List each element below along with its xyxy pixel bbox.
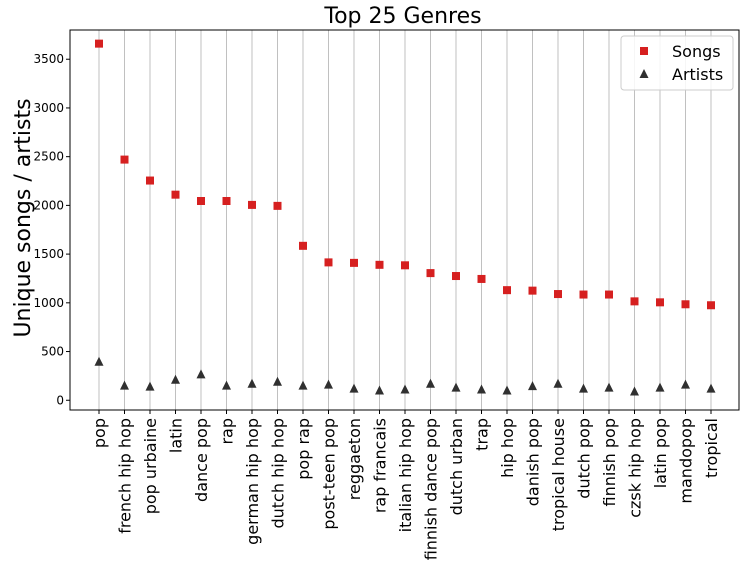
songs-point: [171, 190, 180, 199]
songs-point: [707, 301, 715, 310]
songs-point: [452, 272, 460, 281]
artists-point: [171, 374, 180, 384]
x-tick-label: post-teen pop: [320, 418, 339, 530]
artists-point: [655, 382, 665, 392]
y-tick-label: 2000: [33, 198, 64, 212]
x-tick-label: czsk hip hop: [626, 418, 645, 518]
songs-point: [656, 298, 664, 307]
legend-label: Songs: [672, 42, 721, 61]
artists-point: [451, 382, 461, 392]
x-tick-label: danish pop: [524, 418, 543, 506]
x-tick-label: dance pop: [192, 418, 211, 502]
artists-point: [196, 369, 206, 379]
x-tick-label: trap: [473, 418, 492, 451]
artists-point: [94, 356, 104, 366]
songs-point: [273, 201, 282, 210]
artists-point: [324, 379, 333, 389]
x-tick-label: tropical house: [549, 418, 568, 531]
artists-point: [681, 379, 690, 389]
artists-point: [349, 383, 359, 393]
songs-point: [579, 290, 588, 299]
artists-point: [553, 378, 563, 388]
songs-point: [681, 300, 690, 309]
songs-point: [350, 258, 358, 267]
artists-point: [298, 380, 308, 390]
x-tick-label: german hip hop: [243, 418, 262, 545]
x-tick-label: latin pop: [651, 418, 670, 488]
artists-point: [375, 385, 384, 395]
x-tick-label: dutch urban: [447, 418, 466, 515]
chart-title: Top 25 Genres: [323, 4, 481, 29]
artists-point: [604, 382, 614, 392]
x-tick-label: pop rap: [294, 418, 313, 480]
songs-point: [95, 39, 103, 48]
legend-songs-marker: [640, 47, 648, 55]
songs-point: [605, 290, 613, 299]
x-tick-label: reggaeton: [345, 418, 364, 500]
songs-point: [477, 274, 486, 283]
x-tick-label: finnish pop: [600, 418, 619, 506]
songs-point: [554, 290, 562, 299]
artists-point: [120, 380, 129, 390]
y-axis-label: Unique songs / artists: [11, 98, 36, 337]
y-tick-label: 2500: [33, 150, 64, 164]
artists-point: [273, 376, 282, 386]
y-tick-label: 0: [56, 393, 64, 407]
artists-point: [630, 386, 639, 396]
songs-point: [222, 197, 231, 205]
y-tick-label: 3500: [33, 52, 64, 66]
y-tick-label: 500: [41, 345, 64, 359]
songs-point: [120, 155, 129, 164]
x-tick-label: tropical: [702, 418, 721, 478]
artists-point: [400, 384, 410, 394]
artists-point: [502, 385, 512, 395]
artists-point: [477, 384, 486, 394]
artists-point: [706, 383, 716, 393]
songs-point: [299, 241, 307, 250]
artists-point: [426, 378, 435, 388]
artists-point: [222, 380, 231, 390]
legend-label: Artists: [672, 65, 723, 84]
plot-area: 0 500 1000 1500 2000 2500 3000 3500 pop french hi…: [33, 29, 740, 560]
x-tick-label: dutch pop: [575, 418, 594, 499]
x-tick-label: rap: [218, 418, 237, 445]
legend-artists-marker: [639, 69, 649, 78]
songs-point: [324, 258, 333, 267]
songs-point: [503, 286, 511, 295]
x-tick-label: french hip hop: [116, 418, 135, 534]
x-tick-label: dutch hip hop: [269, 418, 288, 529]
legend: Songs Artists: [620, 35, 734, 91]
songs-point: [426, 269, 435, 278]
legend-box: [620, 35, 734, 91]
x-tick-label: latin: [167, 418, 186, 453]
x-tick-label: pop: [90, 418, 109, 448]
songs-point: [248, 200, 256, 209]
artists-point: [579, 383, 588, 393]
songs-point: [401, 261, 409, 270]
y-tick-label: 1000: [33, 296, 64, 310]
songs-point: [197, 197, 205, 205]
songs-point: [630, 297, 639, 306]
x-tick-label: hip hop: [498, 418, 517, 478]
x-tick-label: mandopop: [677, 418, 696, 504]
y-tick-label: 3000: [33, 101, 64, 115]
artists-point: [145, 381, 155, 391]
songs-point: [146, 176, 154, 185]
songs-point: [375, 260, 384, 269]
x-tick-label: pop urbaine: [141, 418, 160, 514]
x-tick-label: rap francais: [371, 418, 390, 513]
x-tick-label: finnish dance pop: [422, 418, 441, 560]
y-tick-label: 1500: [33, 247, 64, 261]
songs-point: [528, 286, 537, 295]
artists-point: [247, 378, 257, 388]
artists-point: [528, 381, 537, 391]
x-tick-label: italian hip hop: [396, 418, 415, 532]
